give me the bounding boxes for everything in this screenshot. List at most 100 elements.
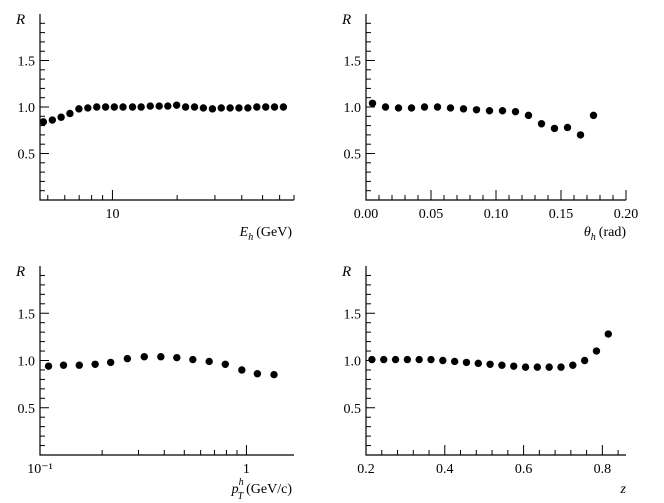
data-point (93, 103, 101, 111)
data-point (368, 355, 376, 364)
data-point (226, 104, 234, 112)
y-tick-label: 1.0 (18, 101, 36, 116)
panel-theta: 0.5 1.0 1.5 R 0.00 0.05 0.10 0.15 0.20 θh (rad) (341, 12, 638, 243)
data-point (403, 355, 412, 364)
y-tick-label: 1.0 (18, 355, 36, 370)
y-tick-label: 1.0 (344, 101, 362, 116)
y-axis-label: R (15, 264, 25, 280)
data-point (498, 361, 506, 369)
x-tick-label: 10 (105, 207, 119, 222)
y-tick-label: 0.5 (18, 148, 36, 163)
data-point (244, 104, 252, 112)
y-axis-label: R (15, 12, 25, 28)
data-point (190, 103, 199, 111)
y-tick-label: 1.5 (344, 307, 362, 322)
data-point (91, 360, 99, 368)
x-tick-label: 0.05 (419, 207, 444, 222)
data-point (485, 107, 494, 115)
x-tick-label: 0.20 (614, 207, 639, 222)
data-point (550, 124, 559, 133)
data-point (262, 103, 270, 111)
data-point (462, 358, 471, 367)
data-point (181, 103, 190, 111)
data-point (563, 123, 572, 132)
data-point (39, 118, 48, 126)
data-point (119, 103, 127, 111)
data-point (427, 355, 435, 364)
data-point (589, 111, 598, 120)
data-point (253, 370, 262, 378)
axis-frame (39, 266, 294, 456)
data-point (545, 363, 553, 371)
y-tick-label: 1.5 (18, 55, 36, 70)
data-point (415, 355, 423, 364)
x-tick-label: 0.2 (357, 462, 375, 477)
y-tick-label: 0.5 (344, 148, 362, 163)
data-point (106, 358, 115, 367)
x-axis-label: z (620, 482, 627, 497)
data-point (101, 103, 110, 111)
data-point (270, 370, 278, 379)
panel-z: 0.5 1.0 1.5 R 0.2 0.4 0.6 0.8 z (341, 264, 627, 497)
data-point (394, 104, 403, 112)
y-axis-label: R (341, 12, 351, 28)
data-point (172, 101, 181, 109)
data-point (57, 113, 65, 121)
data-point (75, 105, 83, 113)
data-point (44, 362, 53, 370)
data-point (420, 103, 429, 111)
data-point (205, 357, 213, 366)
x-tick-label: 0.4 (436, 462, 454, 477)
data-point (368, 99, 377, 107)
x-tick-label: 0.10 (484, 207, 509, 222)
panel-pt: 0.5 1.0 1.5 R 10⁻¹ 1ph T (GeV/c) (15, 264, 294, 502)
data-point (381, 103, 390, 111)
data-point (279, 103, 288, 111)
data-point (521, 363, 530, 371)
data-point (137, 103, 145, 111)
data-point (407, 104, 416, 112)
data-point (270, 103, 279, 111)
data-point (380, 355, 388, 364)
x-tick-label: 0.6 (515, 462, 533, 477)
data-point (580, 356, 589, 365)
x-tick-label: 0.8 (594, 462, 612, 477)
data-point (391, 355, 400, 364)
data-point (537, 120, 546, 128)
data-point (146, 102, 154, 110)
data-point (173, 353, 181, 362)
data-point (474, 359, 482, 368)
data-point (557, 363, 565, 371)
data-point (157, 353, 165, 361)
y-tick-label: 1.5 (344, 55, 362, 70)
data-point (592, 347, 601, 355)
data-point (238, 366, 246, 374)
data-point (446, 104, 455, 112)
axis-frame (365, 14, 626, 201)
x-tick-label: 1 (243, 462, 250, 477)
data-point (433, 103, 442, 111)
y-tick-label: 0.5 (344, 402, 362, 417)
data-point (472, 106, 481, 114)
data-point (155, 102, 163, 110)
data-point (66, 109, 74, 118)
data-point (439, 356, 447, 365)
panel-energy: 0.5 1.0 1.5 R 10 Eh (GeV) (15, 12, 295, 243)
data-point (164, 102, 172, 110)
y-tick-label: 1.5 (18, 307, 36, 322)
x-tick-label: 10⁻¹ (27, 462, 53, 477)
axis-frame (39, 14, 294, 201)
data-point (208, 105, 217, 113)
data-point (569, 361, 577, 369)
data-point (128, 103, 137, 111)
data-point (59, 361, 68, 369)
data-point (486, 360, 494, 368)
data-point (459, 105, 468, 113)
data-point (450, 357, 459, 366)
data-point (235, 104, 243, 112)
data-point (604, 330, 612, 338)
data-point (253, 103, 261, 111)
data-point (533, 363, 542, 371)
data-point (510, 362, 518, 370)
